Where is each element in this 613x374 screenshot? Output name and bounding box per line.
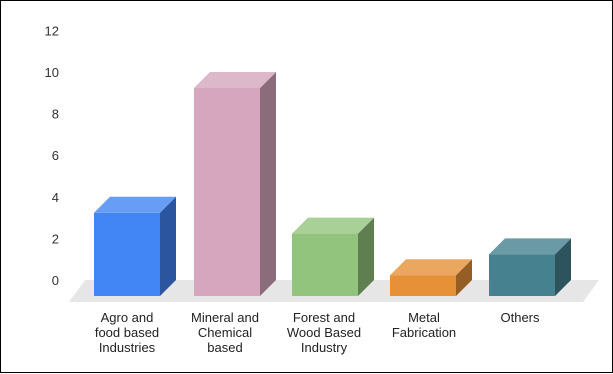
bar-side: [160, 196, 176, 296]
bar-front: [489, 254, 555, 296]
bar: [94, 196, 176, 296]
y-tick-label: 6: [52, 148, 59, 163]
bar-top: [292, 217, 374, 234]
bar-side: [358, 217, 374, 296]
x-category-label: Forest and Wood Based Industry: [287, 310, 361, 355]
bar-front: [390, 275, 456, 296]
bar-front: [194, 88, 260, 296]
bar-front: [94, 212, 160, 296]
bar-top: [194, 72, 276, 88]
y-tick-label: 2: [52, 231, 59, 246]
y-tick-label: 0: [52, 273, 59, 288]
y-tick-label: 12: [45, 23, 59, 38]
bar-top: [94, 196, 176, 213]
bar-front: [292, 233, 358, 296]
x-category-label: Others: [500, 310, 540, 325]
x-category-label: Metal Fabrication: [392, 310, 456, 340]
y-tick-label: 8: [52, 107, 59, 122]
bar-side: [456, 259, 472, 296]
bar: [489, 238, 571, 296]
x-category-label: Mineral and Chemical based: [191, 310, 259, 355]
bar: [390, 259, 472, 296]
bar: [292, 217, 374, 296]
bar-side: [555, 238, 571, 296]
bar-top: [390, 259, 472, 276]
y-tick-label: 10: [45, 65, 59, 80]
bar-top: [489, 238, 571, 255]
y-tick-label: 4: [52, 190, 59, 205]
x-category-label: Agro and food based Industries: [95, 310, 159, 355]
bar: [194, 72, 276, 296]
bar-side: [260, 72, 276, 296]
